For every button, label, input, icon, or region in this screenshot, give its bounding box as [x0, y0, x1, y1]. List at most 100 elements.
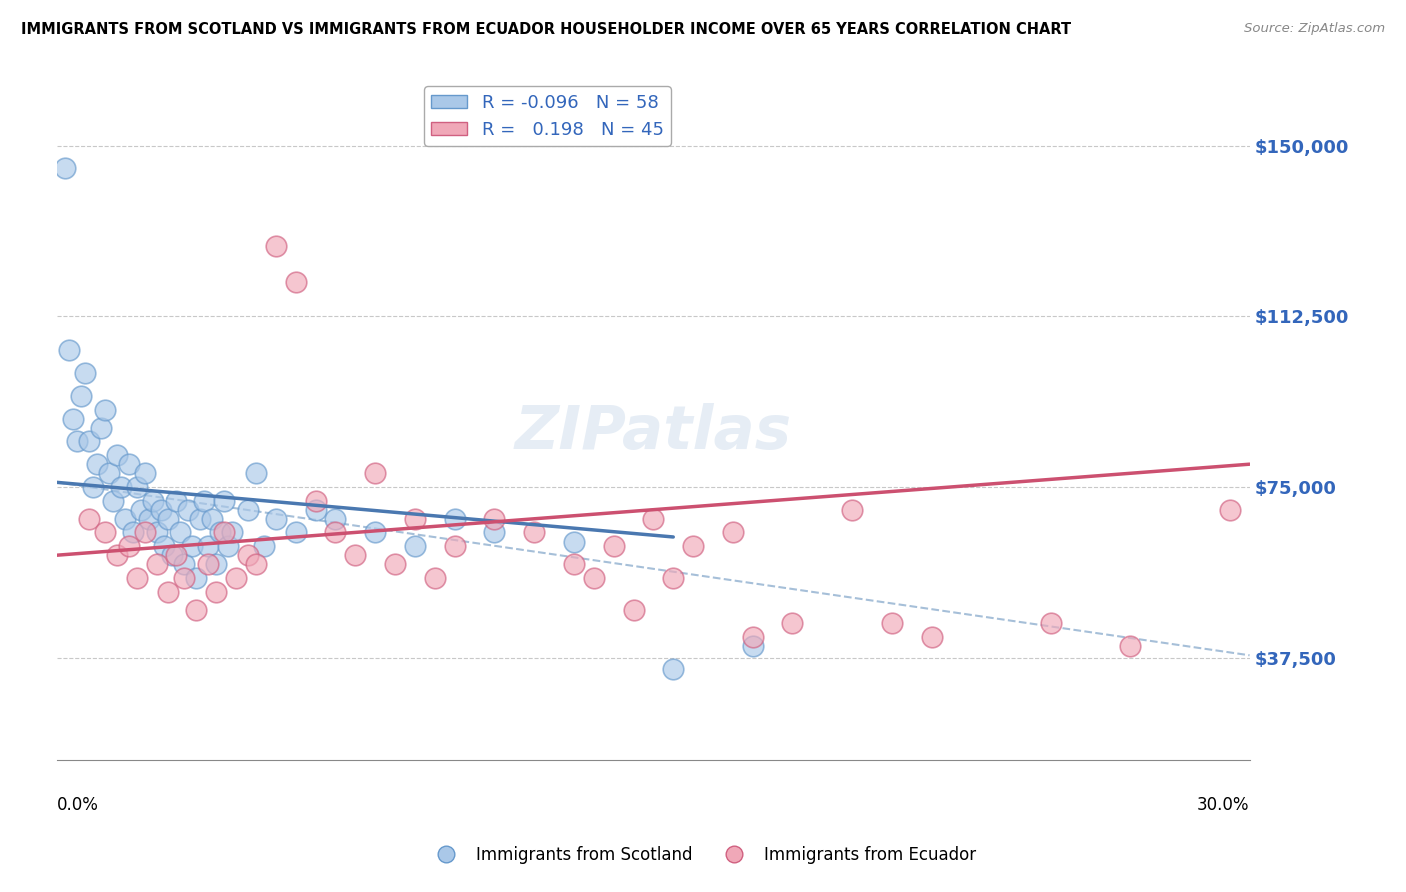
Point: [721, 525, 744, 540]
Point: [245, 467, 267, 481]
Point: [205, 584, 228, 599]
Point: [217, 539, 239, 553]
Point: [129, 502, 152, 516]
Point: [205, 558, 228, 572]
Point: [344, 548, 367, 562]
Point: [105, 548, 128, 562]
Point: [134, 525, 156, 540]
Point: [443, 539, 465, 553]
Point: [212, 493, 235, 508]
Point: [782, 616, 804, 631]
Point: [225, 571, 247, 585]
Point: [484, 525, 506, 540]
Point: [404, 539, 426, 553]
Point: [741, 630, 763, 644]
Legend: R = -0.096   N = 58, R =   0.198   N = 45: R = -0.096 N = 58, R = 0.198 N = 45: [425, 87, 671, 146]
Point: [1219, 502, 1241, 516]
Point: [384, 558, 406, 572]
Point: [212, 525, 235, 540]
Point: [173, 558, 195, 572]
Point: [177, 502, 200, 516]
Point: [105, 448, 128, 462]
Point: [284, 275, 307, 289]
Point: [173, 571, 195, 585]
Point: [157, 512, 180, 526]
Point: [188, 512, 211, 526]
Point: [662, 571, 685, 585]
Point: [162, 548, 184, 562]
Point: [404, 512, 426, 526]
Point: [97, 467, 120, 481]
Point: [53, 161, 76, 176]
Point: [304, 493, 326, 508]
Point: [101, 493, 124, 508]
Point: [121, 525, 143, 540]
Point: [149, 502, 172, 516]
Point: [62, 411, 84, 425]
Point: [186, 571, 208, 585]
Point: [197, 558, 219, 572]
Point: [1119, 639, 1142, 653]
Point: [145, 525, 167, 540]
Text: 30.0%: 30.0%: [1197, 797, 1250, 814]
Text: Source: ZipAtlas.com: Source: ZipAtlas.com: [1244, 22, 1385, 36]
Point: [325, 525, 347, 540]
Point: [264, 512, 287, 526]
Point: [118, 457, 141, 471]
Point: [443, 512, 465, 526]
Point: [169, 525, 191, 540]
Legend: Immigrants from Scotland, Immigrants from Ecuador: Immigrants from Scotland, Immigrants fro…: [423, 839, 983, 871]
Point: [623, 603, 645, 617]
Point: [284, 525, 307, 540]
Point: [201, 512, 224, 526]
Point: [197, 539, 219, 553]
Point: [245, 558, 267, 572]
Point: [1039, 616, 1062, 631]
Point: [325, 512, 347, 526]
Point: [70, 389, 93, 403]
Point: [66, 434, 89, 449]
Point: [142, 493, 165, 508]
Point: [643, 512, 665, 526]
Point: [193, 493, 215, 508]
Point: [304, 502, 326, 516]
Point: [145, 558, 167, 572]
Point: [423, 571, 446, 585]
Point: [562, 534, 585, 549]
Point: [110, 480, 132, 494]
Point: [253, 539, 276, 553]
Point: [880, 616, 903, 631]
Point: [58, 343, 80, 358]
Point: [90, 421, 112, 435]
Point: [181, 539, 204, 553]
Point: [921, 630, 943, 644]
Point: [186, 603, 208, 617]
Point: [562, 558, 585, 572]
Point: [165, 493, 187, 508]
Point: [73, 366, 96, 380]
Text: IMMIGRANTS FROM SCOTLAND VS IMMIGRANTS FROM ECUADOR HOUSEHOLDER INCOME OVER 65 Y: IMMIGRANTS FROM SCOTLAND VS IMMIGRANTS F…: [21, 22, 1071, 37]
Point: [682, 539, 704, 553]
Point: [662, 662, 685, 676]
Text: 0.0%: 0.0%: [58, 797, 98, 814]
Point: [86, 457, 108, 471]
Point: [118, 539, 141, 553]
Point: [134, 467, 156, 481]
Point: [364, 467, 387, 481]
Point: [94, 402, 117, 417]
Point: [602, 539, 624, 553]
Point: [582, 571, 605, 585]
Point: [114, 512, 136, 526]
Point: [236, 548, 259, 562]
Point: [138, 512, 160, 526]
Point: [165, 548, 187, 562]
Point: [77, 434, 100, 449]
Point: [236, 502, 259, 516]
Point: [82, 480, 104, 494]
Point: [157, 584, 180, 599]
Text: ZIPatlas: ZIPatlas: [515, 403, 792, 462]
Point: [153, 539, 176, 553]
Point: [484, 512, 506, 526]
Point: [841, 502, 863, 516]
Point: [741, 639, 763, 653]
